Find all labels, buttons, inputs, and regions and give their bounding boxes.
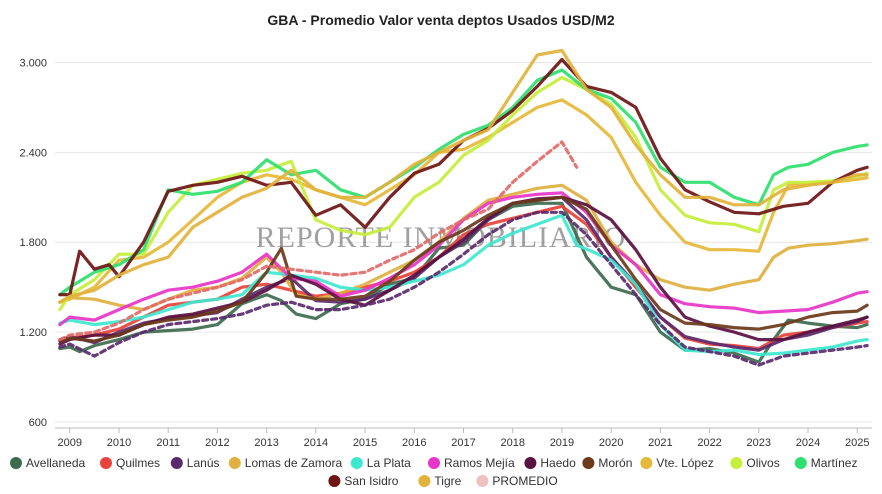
legend-label: Quilmes <box>116 456 160 470</box>
legend-item[interactable]: La Plata <box>350 456 411 470</box>
series-line <box>58 195 869 346</box>
legend-item[interactable]: Avellaneda <box>10 456 85 470</box>
legend-item[interactable]: Martínez <box>794 456 858 470</box>
x-tick-label: 2022 <box>697 437 721 449</box>
legend-label: Haedo <box>540 456 576 470</box>
legend-item[interactable]: San Isidro <box>328 474 399 488</box>
legend-marker <box>582 457 595 469</box>
legend-item[interactable]: Vte. López <box>640 456 714 470</box>
x-tick-label: 2021 <box>648 437 672 449</box>
legend-item[interactable]: Morón <box>582 456 632 470</box>
x-tick-label: 2023 <box>747 437 771 449</box>
x-tick-label: 2016 <box>402 437 426 449</box>
series-line <box>58 195 869 343</box>
y-tick-label: 1.800 <box>19 237 47 249</box>
legend-label: PROMEDIO <box>492 474 557 488</box>
legend-item[interactable]: Tigre <box>418 474 462 488</box>
series-line <box>58 57 869 297</box>
legend-label: Ramos Mejía <box>444 456 515 470</box>
y-tick-label: 600 <box>29 417 47 429</box>
legend-item[interactable]: Haedo <box>524 456 576 470</box>
x-tick-label: 2009 <box>58 437 82 449</box>
legend-marker <box>640 457 653 469</box>
x-tick-label: 2013 <box>254 437 278 449</box>
x-tick-label: 2024 <box>796 437 820 449</box>
series-line <box>58 213 869 357</box>
x-tick-label: 2017 <box>451 437 475 449</box>
legend-marker <box>476 475 489 487</box>
legend-label: Lomas de Zamora <box>245 456 343 470</box>
legend-marker <box>228 457 241 469</box>
legend-label: Avellaneda <box>26 456 85 470</box>
legend-item[interactable]: Lanús <box>170 456 220 470</box>
legend-marker <box>350 457 363 469</box>
legend-label: Olivos <box>746 456 779 470</box>
series-line <box>58 210 869 367</box>
legend-marker <box>524 457 537 469</box>
x-tick-label: 2019 <box>550 437 574 449</box>
legend-label: San Isidro <box>344 474 398 488</box>
series-line <box>58 48 869 304</box>
legend-label: Lanús <box>187 456 220 470</box>
legend-marker <box>794 457 807 469</box>
series-lines <box>58 48 869 367</box>
x-tick-label: 2020 <box>599 437 623 449</box>
legend-marker <box>328 475 341 487</box>
legend-marker <box>730 457 743 469</box>
legend-item[interactable]: Olivos <box>730 456 780 470</box>
legend-label: Martínez <box>811 456 858 470</box>
y-tick-label: 2.400 <box>19 147 47 159</box>
x-tick-label: 2015 <box>353 437 377 449</box>
series-line <box>58 75 869 312</box>
legend-label: Tigre <box>434 474 461 488</box>
legend-item[interactable]: Quilmes <box>100 456 160 470</box>
y-tick-label: 3.000 <box>19 57 47 69</box>
chart-title: GBA - Promedio Valor venta deptos Usados… <box>267 12 614 28</box>
series-line <box>58 140 579 342</box>
legend-marker <box>100 457 112 469</box>
legend-item[interactable]: Lomas de Zamora <box>228 456 343 470</box>
y-tick-label: 1.200 <box>19 327 47 339</box>
x-tick-label: 2012 <box>205 437 229 449</box>
series-line <box>58 68 869 297</box>
legend-marker <box>418 475 431 487</box>
x-tick-label: 2025 <box>845 437 869 449</box>
y-axis-ticks: 600 1.200 1.800 2.400 3.000 <box>19 57 47 429</box>
legend-label: Vte. López <box>656 456 713 470</box>
legend: Avellaneda Quilmes Lanús Lomas de Zamora La … <box>10 456 857 488</box>
legend-item[interactable]: Ramos Mejía <box>428 456 515 470</box>
x-tick-label: 2011 <box>156 437 180 449</box>
legend-label: La Plata <box>367 456 411 470</box>
legend-label: Morón <box>598 456 632 470</box>
x-axis-ticks: 2009 2010 2011 2012 2013 2014 2015 2016 2017 2018… <box>58 428 869 449</box>
legend-marker <box>428 457 440 469</box>
legend-item[interactable]: PROMEDIO <box>476 474 558 488</box>
legend-marker <box>10 457 22 469</box>
legend-marker <box>170 457 183 469</box>
series-line <box>58 98 869 304</box>
x-tick-label: 2018 <box>500 437 524 449</box>
x-tick-label: 2010 <box>107 437 131 449</box>
x-tick-label: 2014 <box>304 437 328 449</box>
